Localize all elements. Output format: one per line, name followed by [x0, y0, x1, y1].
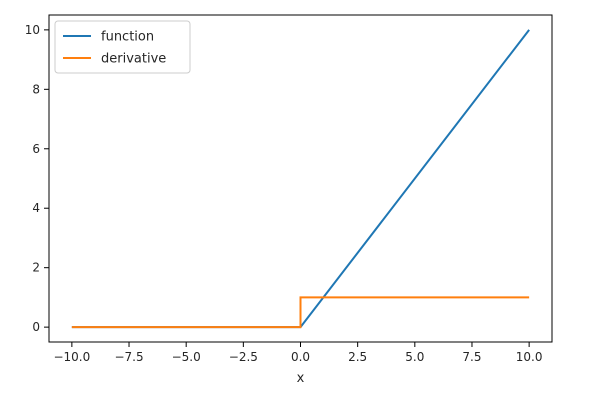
series-line-derivative: [71, 296, 530, 329]
series-line-function: [71, 29, 530, 329]
x-tick-label: 10.0: [516, 350, 543, 364]
y-tick-label: 6: [32, 142, 40, 156]
y-tick-label: 2: [32, 261, 40, 275]
y-ticks: 0 2 4 6 8 10: [25, 23, 49, 334]
x-tick-label: −7.5: [114, 350, 143, 364]
x-tick-label: 2.5: [348, 350, 367, 364]
plot-frame: [48, 14, 553, 343]
x-axis-label: x: [297, 371, 305, 386]
x-tick-label: 7.5: [462, 350, 481, 364]
y-tick-label: 0: [32, 320, 40, 334]
y-tick-label: 10: [25, 23, 40, 37]
x-tick-label: 0.0: [291, 350, 310, 364]
legend-entry: function: [101, 30, 154, 45]
legend: function derivative: [54, 20, 191, 74]
x-tick-label: 5.0: [405, 350, 424, 364]
legend-box: [54, 20, 191, 74]
series-lines: [71, 29, 530, 329]
y-tick-label: 4: [32, 201, 40, 215]
x-ticks: −10.0 −7.5 −5.0 −2.5 0.0 2.5 5.0 7.5 10.0: [53, 342, 542, 364]
x-tick-label: −5.0: [172, 350, 201, 364]
x-tick-label: −10.0: [53, 350, 90, 364]
y-tick-label: 8: [32, 82, 40, 96]
x-tick-label: −2.5: [229, 350, 258, 364]
legend-entry: derivative: [101, 52, 166, 67]
